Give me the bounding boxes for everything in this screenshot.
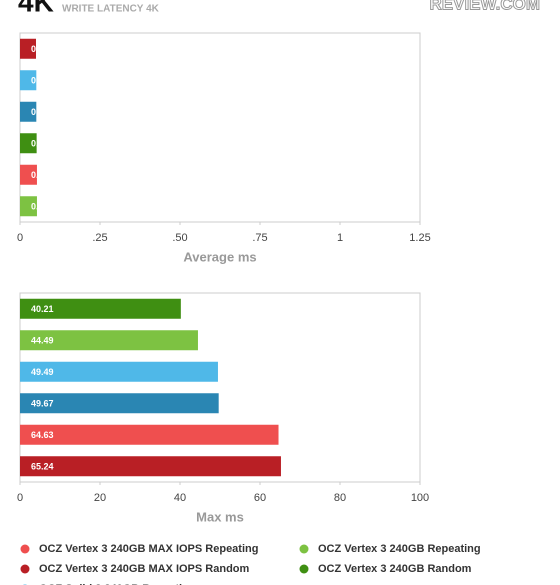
- x-tick-label: 0: [17, 492, 23, 504]
- title: 4K: [18, 0, 54, 17]
- plot-area: [19, 292, 421, 483]
- value-label: 64.63: [31, 430, 54, 440]
- bar: [20, 361, 218, 382]
- legend-label: OCZ Vertex 3 240GB MAX IOPS Random: [39, 563, 250, 575]
- x-tick-label: 80: [334, 492, 346, 504]
- value-label: 0.050: [31, 44, 54, 54]
- logo: REVIEW.COM: [429, 0, 540, 13]
- legend-label: OCZ Vertex 3 240GB Random: [318, 563, 472, 575]
- x-tick-label: 60: [254, 492, 266, 504]
- value-label: 0.053: [31, 170, 54, 180]
- bar: [20, 393, 219, 414]
- bar: [20, 424, 279, 445]
- legend-label: OCZ Vertex 3 240GB Repeating: [318, 543, 481, 555]
- x-tick-label: 0: [17, 232, 23, 244]
- x-tick-label: 20: [94, 492, 106, 504]
- x-tick-label: 40: [174, 492, 186, 504]
- subtitle: WRITE LATENCY 4K: [62, 4, 160, 15]
- value-label: 0.051: [31, 76, 54, 86]
- legend-label: OCZ Solid 3 240GB Repeating: [39, 583, 195, 585]
- value-label: 0.051: [31, 107, 54, 117]
- bar: [20, 298, 181, 319]
- x-tick-label: .75: [252, 232, 267, 244]
- x-tick-label: 1: [337, 232, 343, 244]
- legend-label: OCZ Vertex 3 240GB MAX IOPS Repeating: [39, 543, 258, 555]
- bar: [20, 164, 37, 185]
- value-label: 49.67: [31, 399, 54, 409]
- bar: [20, 101, 37, 122]
- legend-swatch: [20, 564, 30, 574]
- bar: [20, 330, 198, 351]
- bar: [20, 196, 37, 217]
- plot-area: [19, 32, 421, 223]
- value-label: 49.49: [31, 367, 54, 377]
- x-axis-label: Average ms: [183, 249, 256, 264]
- bar: [20, 38, 36, 59]
- value-label: 0.052: [31, 139, 54, 149]
- bar: [20, 133, 37, 154]
- value-label: 40.21: [31, 304, 54, 314]
- legend-swatch: [299, 564, 309, 574]
- legend-swatch: [299, 544, 309, 554]
- bar: [20, 456, 281, 477]
- value-label: 0.053: [31, 202, 54, 212]
- x-tick-label: 100: [411, 492, 429, 504]
- x-tick-label: 1.25: [409, 232, 430, 244]
- x-axis-label: Max ms: [196, 509, 244, 524]
- bar: [20, 70, 37, 91]
- x-tick-label: .50: [172, 232, 187, 244]
- x-tick-label: .25: [92, 232, 107, 244]
- value-label: 65.24: [31, 462, 54, 472]
- legend-swatch: [20, 544, 30, 554]
- value-label: 44.49: [31, 336, 54, 346]
